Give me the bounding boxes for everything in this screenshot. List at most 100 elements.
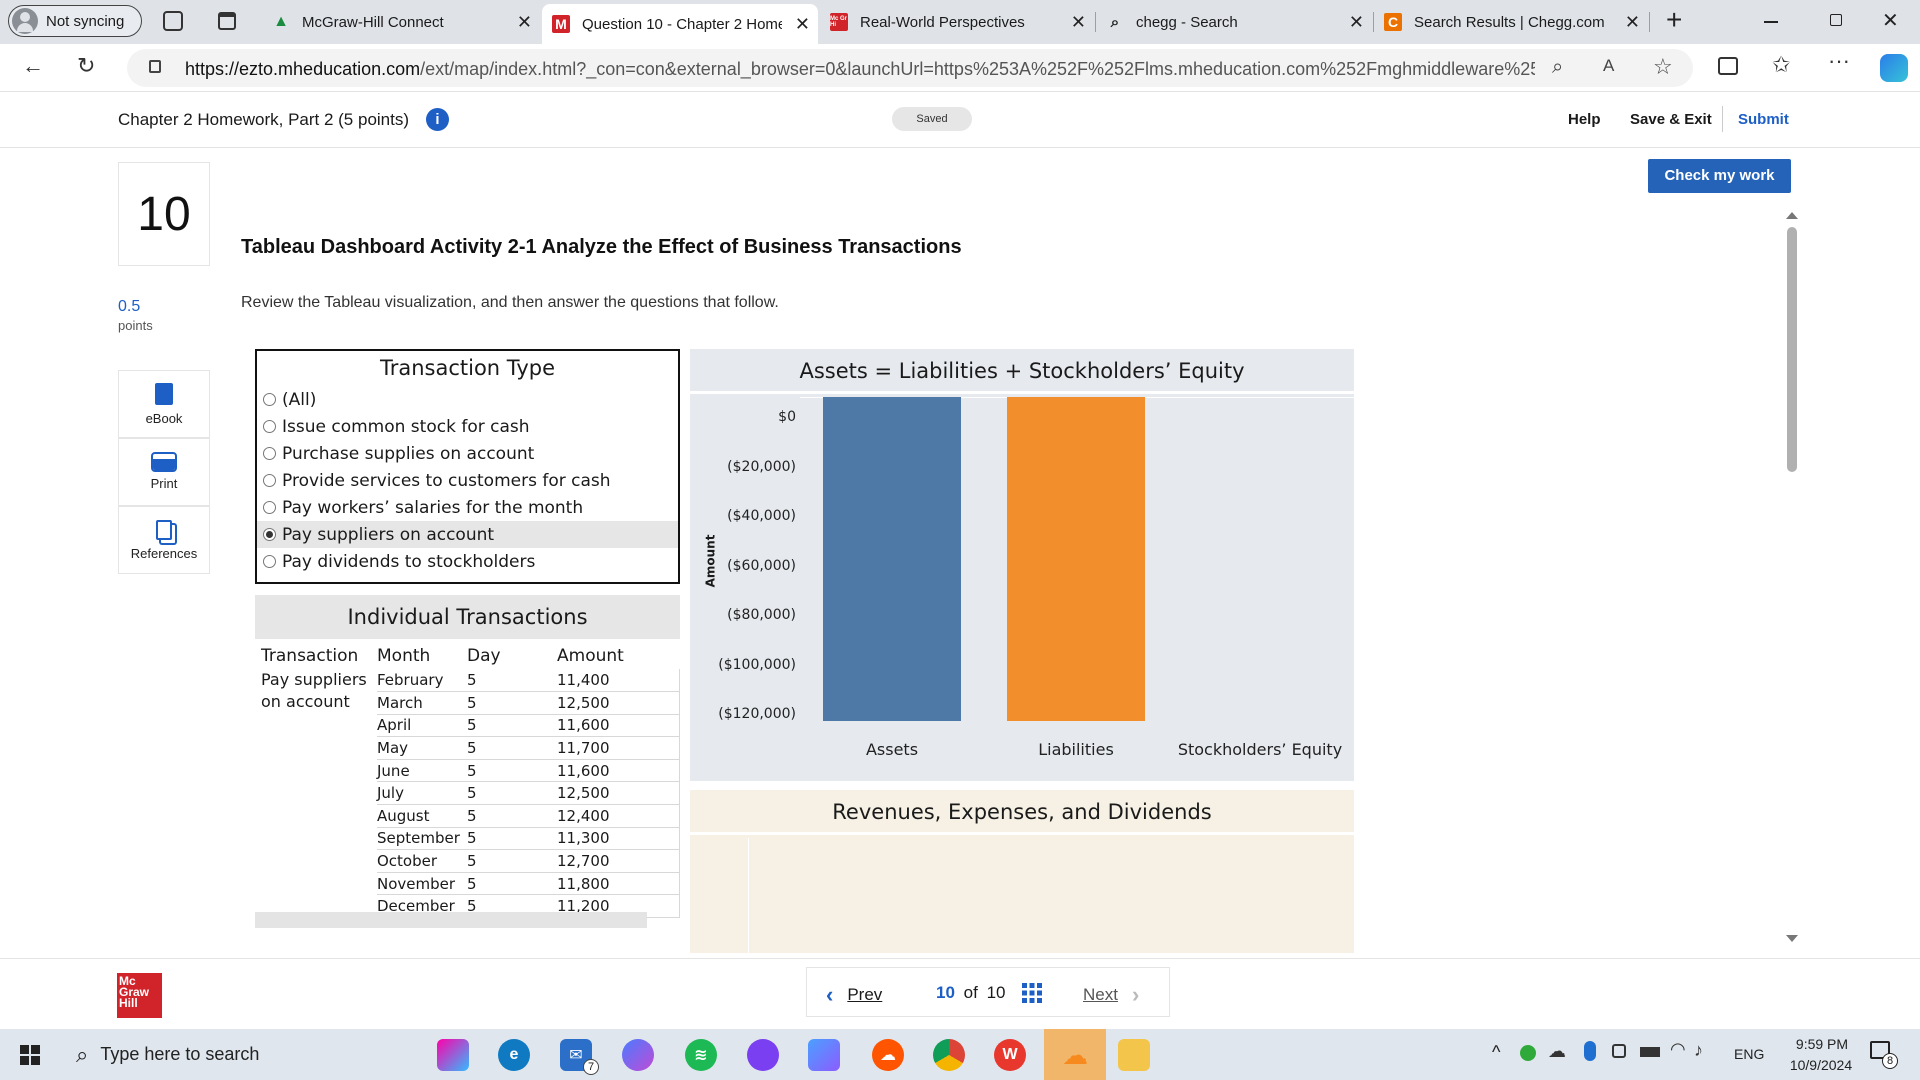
filter-option[interactable]: Pay workers’ salaries for the month bbox=[257, 494, 678, 521]
soundcloud-icon[interactable]: ☁ bbox=[872, 1039, 904, 1071]
x-tick-label: Stockholders’ Equity bbox=[1178, 740, 1342, 759]
prev-button[interactable]: ‹ Prev bbox=[826, 982, 882, 1008]
taskbar-search[interactable]: ⌕ Type here to search bbox=[60, 1029, 420, 1080]
filter-option-label: Provide services to customers for cash bbox=[282, 470, 611, 491]
wifi-icon[interactable]: ◠ bbox=[1670, 1039, 1686, 1059]
grid-view-icon[interactable] bbox=[1022, 983, 1042, 1003]
filter-option[interactable]: (All) bbox=[257, 386, 678, 413]
battery-icon[interactable] bbox=[1640, 1047, 1660, 1057]
tab-question-10[interactable]: M Question 10 - Chapter 2 Home ✕ bbox=[542, 4, 818, 44]
close-tab-icon[interactable]: ✕ bbox=[1070, 12, 1086, 32]
workspaces-icon[interactable] bbox=[163, 11, 183, 31]
next-button[interactable]: Next › bbox=[1083, 982, 1139, 1008]
photos-icon[interactable] bbox=[808, 1039, 840, 1071]
ebook-button[interactable]: eBook bbox=[118, 370, 210, 438]
spotify-icon[interactable]: ≋ bbox=[685, 1039, 717, 1071]
page-scrollbar[interactable] bbox=[1786, 212, 1798, 942]
minimize-icon[interactable] bbox=[1764, 21, 1778, 23]
col-header: Amount bbox=[557, 646, 624, 666]
radio-button[interactable] bbox=[263, 447, 276, 460]
volume-icon[interactable]: ♪ bbox=[1694, 1040, 1703, 1060]
chrome-icon[interactable] bbox=[933, 1039, 965, 1071]
refresh-icon[interactable]: ↻ bbox=[77, 53, 96, 78]
read-aloud-icon[interactable]: A bbox=[1603, 56, 1615, 75]
bar-liabilities[interactable] bbox=[1007, 397, 1145, 721]
close-window-icon[interactable]: ✕ bbox=[1882, 10, 1899, 32]
tab-mcgraw-connect[interactable]: ▲ McGraw-Hill Connect ✕ bbox=[262, 6, 540, 38]
address-bar[interactable]: https://ezto.mheducation.com/ext/map/ind… bbox=[127, 49, 1693, 87]
profile-button[interactable]: Not syncing bbox=[8, 5, 142, 37]
more-options-icon[interactable]: ··· bbox=[1828, 48, 1850, 73]
print-button[interactable]: Print bbox=[118, 438, 210, 506]
copilot-app-icon[interactable] bbox=[437, 1039, 469, 1071]
radio-button[interactable] bbox=[263, 555, 276, 568]
scroll-down-icon[interactable] bbox=[1786, 935, 1798, 942]
table-row: Pay suppliers on account February 5 11,400 bbox=[255, 669, 680, 711]
close-tab-icon[interactable]: ✕ bbox=[1624, 12, 1640, 32]
favorites-icon[interactable]: ✩ bbox=[1772, 52, 1791, 77]
close-tab-icon[interactable]: ✕ bbox=[1348, 12, 1364, 32]
mcgraw-hill-logo: Mc Graw Hill bbox=[117, 973, 162, 1018]
table-scrollbar[interactable] bbox=[255, 912, 647, 928]
help-link[interactable]: Help bbox=[1568, 111, 1601, 128]
restore-icon[interactable] bbox=[1830, 14, 1842, 26]
onedrive-icon[interactable]: ☁ bbox=[1548, 1041, 1566, 1061]
scroll-up-icon[interactable] bbox=[1786, 212, 1798, 219]
page-indicator[interactable]: 10 of 10 bbox=[936, 983, 1006, 1003]
radio-button[interactable] bbox=[263, 393, 276, 406]
filter-option[interactable]: Pay dividends to stockholders bbox=[257, 548, 678, 575]
tray-app-icon[interactable] bbox=[1520, 1045, 1536, 1061]
new-tab-icon[interactable]: + bbox=[1666, 4, 1683, 35]
close-tab-icon[interactable]: ✕ bbox=[794, 14, 810, 34]
copilot-icon[interactable] bbox=[1880, 54, 1908, 82]
filter-option[interactable]: Pay suppliers on account bbox=[257, 521, 678, 548]
radio-button[interactable] bbox=[263, 420, 276, 433]
filter-option[interactable]: Purchase supplies on account bbox=[257, 440, 678, 467]
tab-chegg-results[interactable]: C Search Results | Chegg.com ✕ bbox=[1374, 6, 1648, 38]
language-indicator[interactable]: ENG bbox=[1734, 1046, 1765, 1062]
game-app-icon[interactable] bbox=[747, 1039, 779, 1071]
cell-day: 5 bbox=[467, 736, 557, 760]
radio-button[interactable] bbox=[263, 528, 276, 541]
filter-option[interactable]: Provide services to customers for cash bbox=[257, 467, 678, 494]
copy-icon bbox=[156, 519, 172, 540]
submit-link[interactable]: Submit bbox=[1738, 111, 1789, 128]
cloud-app-active[interactable] bbox=[1044, 1029, 1106, 1080]
zoom-icon[interactable]: ⌕ bbox=[1552, 56, 1564, 78]
clock-time[interactable]: 9:59 PM bbox=[1795, 1036, 1849, 1052]
meet-icon[interactable] bbox=[1612, 1044, 1626, 1058]
tray-overflow-icon[interactable]: ^ bbox=[1492, 1042, 1501, 1062]
close-tab-icon[interactable]: ✕ bbox=[516, 12, 532, 32]
radio-button[interactable] bbox=[263, 474, 276, 487]
mcgraw-favicon-icon: Mc Gr Hi bbox=[830, 13, 848, 31]
transaction-name-cell: Pay suppliers on account bbox=[261, 670, 367, 711]
info-icon[interactable]: i bbox=[426, 108, 449, 131]
save-exit-link[interactable]: Save & Exit bbox=[1630, 111, 1712, 128]
scroll-thumb[interactable] bbox=[1787, 227, 1797, 472]
favorite-star-icon[interactable]: ☆ bbox=[1653, 54, 1673, 79]
table-row: April 5 11,600 bbox=[255, 714, 680, 738]
tab-actions-icon[interactable] bbox=[218, 12, 236, 30]
clock-date[interactable]: 10/9/2024 bbox=[1789, 1057, 1853, 1073]
split-screen-icon[interactable] bbox=[1718, 57, 1738, 75]
edge-icon[interactable]: e bbox=[498, 1039, 530, 1071]
cloud-app-icon: ☁ bbox=[1062, 1039, 1088, 1070]
tab-real-world-perspectives[interactable]: Mc Gr Hi Real-World Perspectives ✕ bbox=[820, 6, 1094, 38]
filter-option-label: (All) bbox=[282, 389, 317, 410]
notification-icon[interactable] bbox=[1870, 1041, 1890, 1059]
tab-title: Question 10 - Chapter 2 Home bbox=[582, 15, 782, 33]
references-button[interactable]: References bbox=[118, 506, 210, 574]
bar-assets[interactable] bbox=[823, 397, 961, 721]
back-icon[interactable]: ← bbox=[22, 53, 44, 78]
file-explorer-icon[interactable] bbox=[1118, 1039, 1150, 1071]
messenger-icon[interactable] bbox=[622, 1039, 654, 1071]
tab-chegg-search[interactable]: ⌕ chegg - Search ✕ bbox=[1096, 6, 1372, 38]
check-my-work-button[interactable]: Check my work bbox=[1648, 159, 1791, 193]
cell-amount: 12,500 bbox=[557, 781, 680, 806]
radio-button[interactable] bbox=[263, 501, 276, 514]
filter-option[interactable]: Issue common stock for cash bbox=[257, 413, 678, 440]
col-header: Day bbox=[467, 646, 501, 666]
bluetooth-icon[interactable] bbox=[1584, 1041, 1596, 1061]
wps-icon[interactable]: W bbox=[994, 1039, 1026, 1071]
windows-start-icon[interactable] bbox=[20, 1045, 40, 1065]
